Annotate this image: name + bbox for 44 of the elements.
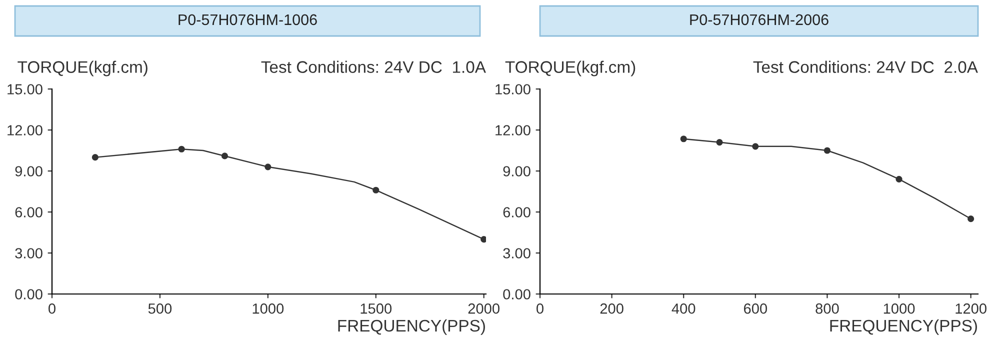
text: Test Conditions: 24V DC 1.0A bbox=[261, 60, 486, 73]
point bbox=[480, 236, 486, 243]
y-tick-label: 9.00 bbox=[15, 166, 42, 176]
y-tick-label: 3.00 bbox=[503, 248, 530, 258]
x-tick-label: 1000 bbox=[884, 303, 915, 314]
y-tick-label: 3.00 bbox=[15, 248, 42, 258]
x-tick-label: 1200 bbox=[956, 303, 986, 314]
y-tick-label: 9.00 bbox=[503, 166, 530, 176]
x-tick-label: 200 bbox=[600, 303, 624, 314]
x-tick-label: 400 bbox=[672, 303, 696, 314]
x-tick-label: 800 bbox=[816, 303, 839, 314]
y-tick-label: 6.00 bbox=[15, 207, 42, 218]
y-tick-label: 12.00 bbox=[8, 125, 42, 136]
point bbox=[824, 147, 831, 154]
point bbox=[968, 216, 974, 222]
chart-title: P0-57H076HM-2006 bbox=[690, 14, 828, 26]
x-tick-label: 1000 bbox=[252, 303, 284, 314]
y-tick-label: 15.00 bbox=[496, 84, 530, 94]
point bbox=[752, 143, 759, 150]
text: Test Conditions: 24V DC 2.0A bbox=[753, 60, 978, 73]
point bbox=[716, 139, 723, 146]
point bbox=[178, 146, 185, 152]
x-tick-label: 1500 bbox=[360, 303, 392, 314]
y-tick-label: 0.00 bbox=[15, 289, 42, 300]
x-axis-title: FREQUENCY(PPS) bbox=[338, 319, 485, 335]
x-tick-label: 0 bbox=[48, 303, 56, 314]
x-tick-label: 600 bbox=[744, 303, 768, 314]
x-tick-label: 2000 bbox=[468, 303, 500, 314]
y-axis-title: TORQUE(kgf.cm) bbox=[18, 60, 148, 76]
x-axis-title: FREQUENCY(PPS) bbox=[830, 319, 977, 335]
x-tick-label: 500 bbox=[148, 303, 172, 314]
y-tick-label: 12.00 bbox=[496, 125, 530, 136]
point bbox=[896, 176, 902, 182]
point bbox=[221, 152, 228, 160]
x-tick-label: 0 bbox=[536, 303, 544, 314]
point bbox=[372, 186, 380, 194]
chart-title: P0-57H076HM-1006 bbox=[178, 14, 317, 26]
point bbox=[92, 154, 98, 161]
y-tick-label: 0.00 bbox=[503, 289, 530, 300]
point bbox=[264, 164, 272, 170]
y-axis-title: TORQUE(kgf.cm) bbox=[505, 60, 636, 76]
point bbox=[680, 136, 687, 142]
y-tick-label: 6.00 bbox=[503, 207, 530, 218]
y-tick-label: 15.00 bbox=[8, 84, 42, 94]
